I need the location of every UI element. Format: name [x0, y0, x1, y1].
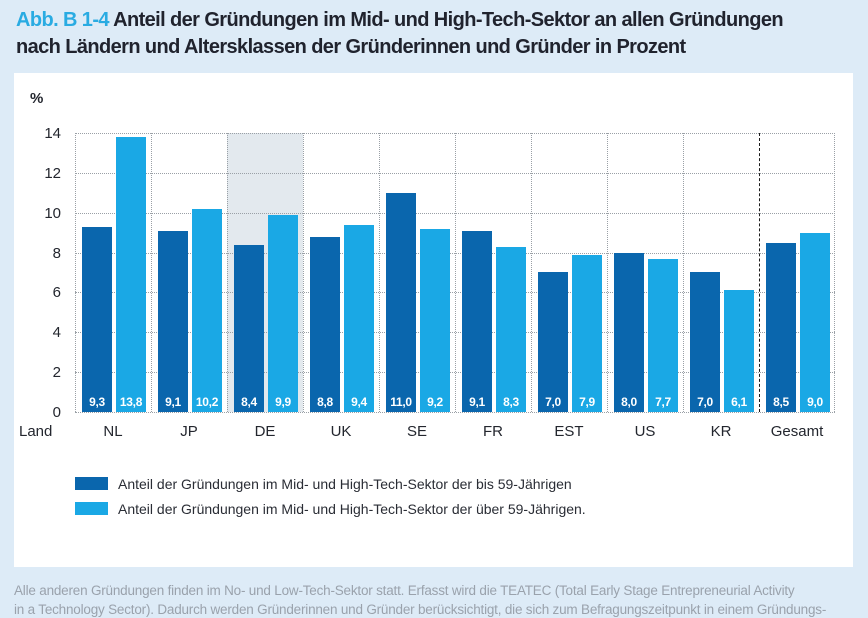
bar-jp-ueber59: 10,2	[192, 209, 222, 412]
bar-jp-bis59: 9,1	[158, 231, 188, 412]
bar-nl-bis59: 9,3	[82, 227, 112, 412]
bar-value-label: 9,1	[469, 395, 485, 409]
bar-value-label: 9,0	[807, 395, 823, 409]
category-label-se: SE	[406, 423, 427, 440]
bar-value-label: 7,9	[579, 395, 595, 409]
gridline-y-0	[75, 412, 835, 413]
bar-value-label: 9,2	[427, 395, 443, 409]
bar-value-label: 8,5	[773, 395, 789, 409]
bar-value-label: 9,4	[351, 395, 367, 409]
bar-value-label: 13,8	[119, 395, 143, 409]
category-label-gesamt: Gesamt	[770, 423, 824, 440]
figure-title: Abb. B 1-4 Anteil der Gründungen im Mid-…	[16, 7, 860, 61]
group-separator-3	[303, 133, 304, 412]
bar-gesamt-ueber59: 9,0	[800, 233, 830, 412]
bar-value-label: 7,0	[545, 395, 561, 409]
legend-swatch-light-blue	[75, 502, 108, 515]
bar-us-ueber59: 7,7	[648, 259, 678, 412]
bar-kr-ueber59: 6,1	[724, 290, 754, 412]
group-separator-7	[607, 133, 608, 412]
bar-value-label: 11,0	[390, 395, 412, 409]
category-label-jp: JP	[180, 423, 198, 440]
bar-fr-ueber59: 8,3	[496, 247, 526, 412]
category-label-nl: NL	[103, 423, 123, 440]
bar-us-bis59: 8,0	[614, 253, 644, 412]
y-axis-unit-label: %	[30, 90, 44, 107]
gesamt-dashed-separator	[759, 133, 760, 412]
y-tick-label-8: 8	[52, 244, 61, 262]
category-label-fr: FR	[483, 423, 503, 440]
group-separator-0	[75, 133, 76, 412]
bar-fr-bis59: 9,1	[462, 231, 492, 412]
bar-chart-plot-area: 0 2 4 6 8 10 12 14 9,3 9,1 8,4 8,8 11,0 9,1 7,0 8,0 7,0 8…	[44, 126, 835, 440]
group-separator-6	[531, 133, 532, 412]
figure-title-text1: Anteil der Gründungen im Mid- und High-T…	[113, 9, 783, 31]
footnote-line2: in a Technology Sector). Dadurch werden …	[14, 601, 827, 617]
bar-de-ueber59: 9,9	[268, 215, 298, 412]
figure-number: Abb. B 1-4	[16, 9, 110, 31]
figure-title-line1: Abb. B 1-4 Anteil der Gründungen im Mid-…	[16, 7, 860, 34]
group-separator-2	[227, 133, 228, 412]
bar-se-ueber59: 9,2	[420, 229, 450, 412]
bar-uk-ueber59: 9,4	[344, 225, 374, 412]
bar-value-label: 10,2	[195, 395, 219, 409]
y-tick-label-0: 0	[52, 404, 61, 421]
bar-value-label: 6,1	[731, 395, 747, 409]
bar-value-label: 9,1	[165, 395, 181, 409]
bar-value-label: 8,0	[621, 395, 637, 409]
bar-de-bis59: 8,4	[234, 245, 264, 412]
bar-value-label: 9,3	[89, 395, 105, 409]
category-label-us: US	[634, 423, 656, 440]
bar-value-label: 8,3	[503, 395, 519, 409]
bar-value-label: 8,4	[241, 395, 257, 409]
bar-uk-bis59: 8,8	[310, 237, 340, 412]
group-separator-1	[151, 133, 152, 412]
x-axis-label: Land	[19, 423, 53, 440]
footnote-line1: Alle anderen Gründungen finden im No- un…	[14, 583, 795, 598]
legend-swatch-dark-blue	[75, 477, 108, 490]
group-separator-10	[834, 133, 835, 412]
group-separator-4	[379, 133, 380, 412]
bar-est-bis59: 7,0	[538, 272, 568, 412]
bar-kr-bis59: 7,0	[690, 272, 720, 412]
category-label-kr: KR	[710, 423, 732, 440]
y-tick-label-2: 2	[52, 364, 61, 382]
category-label-est: EST	[554, 423, 584, 440]
group-separator-5	[455, 133, 456, 412]
bar-nl-ueber59: 13,8	[116, 137, 146, 412]
y-tick-label-4: 4	[52, 324, 61, 342]
bar-value-label: 7,0	[697, 395, 713, 409]
y-tick-label-10: 10	[44, 204, 61, 222]
group-separator-8	[683, 133, 684, 412]
y-tick-label-12: 12	[44, 164, 61, 182]
footnote: Alle anderen Gründungen finden im No- un…	[14, 582, 860, 618]
y-tick-label-14: 14	[44, 125, 61, 142]
bar-se-bis59: 11,0	[386, 193, 416, 412]
category-label-de: DE	[254, 423, 276, 440]
bar-gesamt-bis59: 8,5	[766, 243, 796, 412]
legend-label-2: Anteil der Gründungen im Mid- und High-T…	[118, 501, 586, 517]
bar-value-label: 8,8	[317, 395, 333, 409]
bar-value-label: 9,9	[275, 395, 291, 409]
y-tick-label-6: 6	[52, 284, 61, 302]
bar-value-label: 7,7	[655, 395, 671, 409]
bar-est-ueber59: 7,9	[572, 255, 602, 412]
category-label-uk: UK	[330, 423, 352, 440]
legend-label-1: Anteil der Gründungen im Mid- und High-T…	[118, 476, 572, 492]
figure-title-line2: nach Ländern und Altersklassen der Gründ…	[16, 36, 686, 58]
